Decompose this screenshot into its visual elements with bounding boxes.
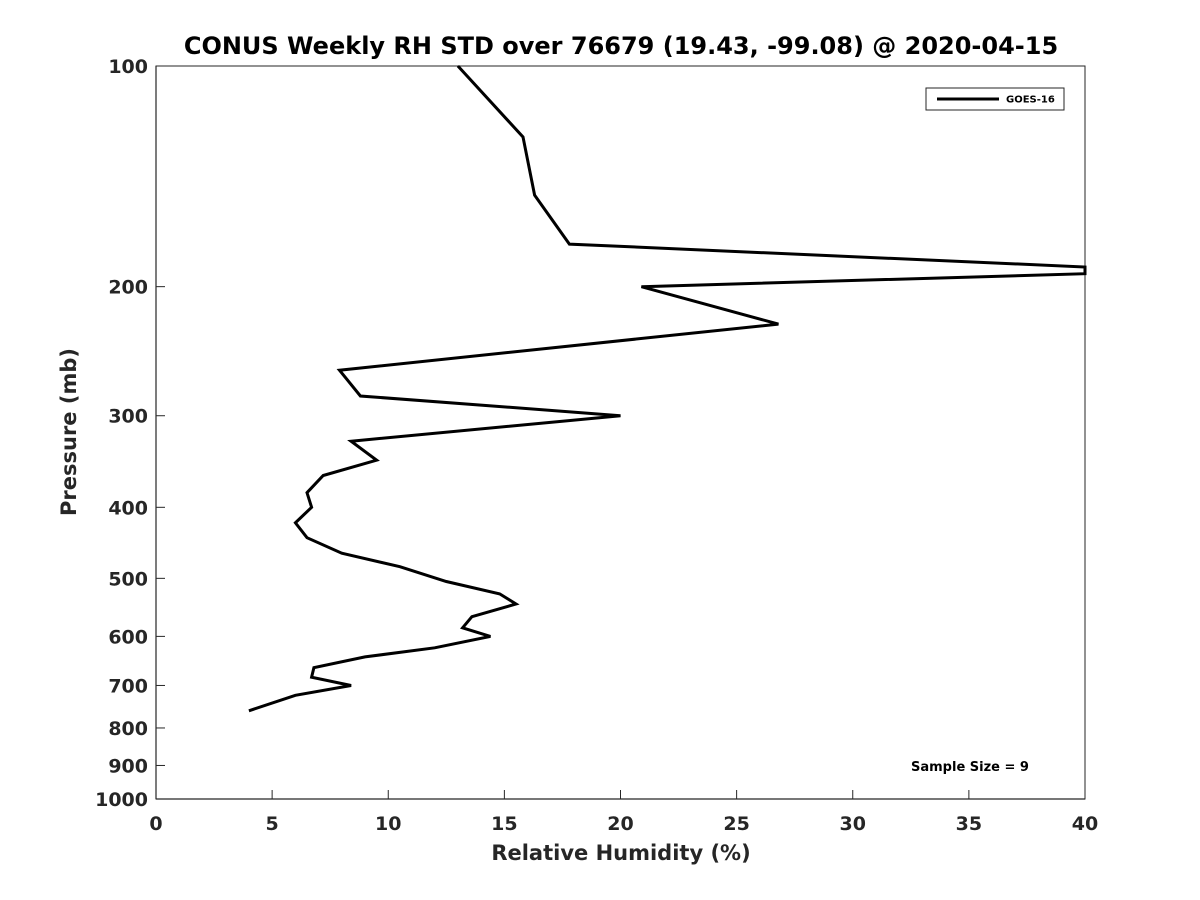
y-tick-label: 700 [108, 675, 148, 697]
x-tick-label: 20 [607, 813, 633, 835]
x-tick-label: 35 [956, 813, 982, 835]
x-axis-label: Relative Humidity (%) [491, 841, 750, 865]
x-tick-label: 30 [840, 813, 866, 835]
y-tick-label: 400 [108, 497, 148, 519]
x-tick-label: 0 [149, 813, 162, 835]
x-axis-ticks: 0 5 10 15 20 25 30 35 40 [149, 790, 1098, 835]
x-tick-label: 15 [491, 813, 517, 835]
y-tick-label: 600 [108, 626, 148, 648]
y-tick-label: 900 [108, 755, 148, 777]
sample-size-annotation: Sample Size = 9 [911, 760, 1029, 775]
legend: GOES-16 [925, 87, 1065, 111]
x-tick-label: 10 [375, 813, 401, 835]
y-tick-label: 100 [108, 56, 148, 78]
chart-title: CONUS Weekly RH STD over 76679 (19.43, -… [184, 32, 1058, 60]
y-tick-label: 500 [108, 568, 148, 590]
y-tick-label: 800 [108, 718, 148, 740]
y-axis-ticks: 100 200 300 400 500 600 700 800 900 1000 [95, 56, 165, 811]
y-axis-label: Pressure (mb) [57, 348, 81, 516]
y-tick-label: 1000 [95, 789, 148, 811]
y-tick-label: 200 [108, 277, 148, 299]
x-tick-label: 5 [266, 813, 279, 835]
plot-area [155, 65, 1086, 800]
x-tick-label: 40 [1072, 813, 1098, 835]
y-tick-label: 300 [108, 406, 148, 428]
x-tick-label: 25 [723, 813, 749, 835]
series-line-goes-16 [248, 64, 1087, 713]
legend-label-goes-16: GOES-16 [1006, 95, 1055, 106]
